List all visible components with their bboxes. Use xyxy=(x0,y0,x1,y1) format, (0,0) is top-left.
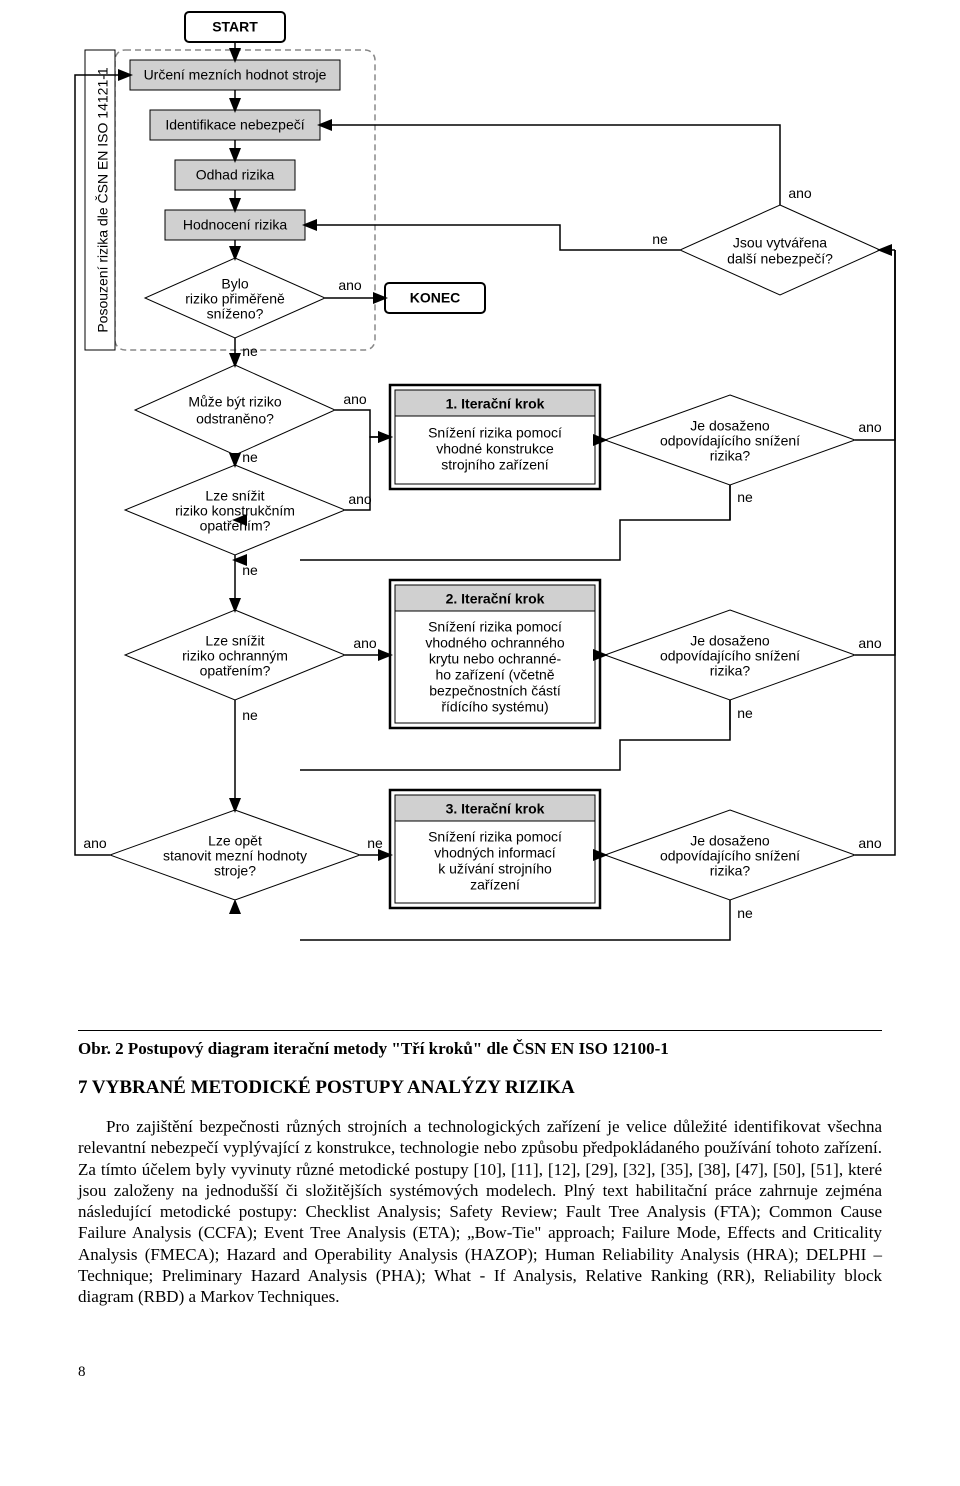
decision-d4: Lze snížit riziko ochranným opatřením? xyxy=(125,610,345,700)
svg-text:řídícího systému): řídícího systému) xyxy=(441,699,548,715)
process-p4: Hodnocení rizika xyxy=(165,210,305,240)
svg-text:Snížení rizika pomocí: Snížení rizika pomocí xyxy=(428,619,562,635)
svg-text:ano: ano xyxy=(353,635,377,651)
svg-text:sníženo?: sníženo? xyxy=(207,306,264,322)
svg-text:ho zařízení (včetně: ho zařízení (včetně xyxy=(435,667,554,683)
svg-text:k užívání strojního: k užívání strojního xyxy=(438,861,552,877)
svg-text:odpovídajícího snížení: odpovídajícího snížení xyxy=(660,848,800,864)
flowchart-diagram: Posouzení rizika dle ČSN EN ISO 14121-1 … xyxy=(0,0,960,1030)
body-paragraph: Pro zajištění bezpečnosti různých strojn… xyxy=(78,1116,882,1307)
process-p2-label: Identifikace nebezpečí xyxy=(165,117,304,133)
process-p3: Odhad rizika xyxy=(175,160,295,190)
svg-text:vhodné konstrukce: vhodné konstrukce xyxy=(436,441,554,457)
svg-text:rizika?: rizika? xyxy=(710,448,751,464)
sidebar-label: Posouzení rizika dle ČSN EN ISO 14121-1 xyxy=(95,67,111,333)
svg-text:Je dosaženo: Je dosaženo xyxy=(690,633,770,649)
decision-d3: Lze snížit riziko konstrukčním opatřením… xyxy=(125,465,345,555)
svg-text:Je dosaženo: Je dosaženo xyxy=(690,418,770,434)
decision-d6-2: Je dosaženo odpovídajícího snížení rizik… xyxy=(605,610,855,700)
svg-text:Lze snížit: Lze snížit xyxy=(205,633,264,649)
svg-text:opatřením?: opatřením? xyxy=(200,518,271,534)
svg-text:Lze opět: Lze opět xyxy=(208,833,262,849)
svg-text:riziko konstrukčním: riziko konstrukčním xyxy=(175,503,295,519)
svg-text:2. Iterační krok: 2. Iterační krok xyxy=(446,591,545,607)
svg-text:Snížení rizika pomocí: Snížení rizika pomocí xyxy=(428,425,562,441)
svg-text:rizika?: rizika? xyxy=(710,863,751,879)
process-p4-label: Hodnocení rizika xyxy=(183,217,287,233)
svg-text:ano: ano xyxy=(858,419,882,435)
caption-rule xyxy=(78,1030,882,1031)
step-1: 1. Iterační krok Snížení rizika pomocí v… xyxy=(390,385,600,489)
figure-caption: Obr. 2 Postupový diagram iterační metody… xyxy=(78,1039,882,1059)
svg-text:bezpečnostních částí: bezpečnostních částí xyxy=(429,683,561,699)
decision-d7: Jsou vytvářena další nebezpečí? xyxy=(680,205,880,295)
decision-d6-3: Je dosaženo odpovídajícího snížení rizik… xyxy=(605,810,855,900)
step-2: 2. Iterační krok Snížení rizika pomocí v… xyxy=(390,580,600,728)
section-heading: 7 VYBRANÉ METODICKÉ POSTUPY ANALÝZY RIZI… xyxy=(78,1077,882,1099)
svg-text:stanovit mezní hodnoty: stanovit mezní hodnoty xyxy=(163,848,307,864)
process-p2: Identifikace nebezpečí xyxy=(150,110,320,140)
svg-text:rizika?: rizika? xyxy=(710,663,751,679)
svg-text:další nebezpečí?: další nebezpečí? xyxy=(727,251,833,267)
svg-text:ne: ne xyxy=(652,231,668,247)
svg-text:Jsou vytvářena: Jsou vytvářena xyxy=(733,235,827,251)
svg-text:Lze snížit: Lze snížit xyxy=(205,488,264,504)
svg-text:ano: ano xyxy=(83,835,107,851)
svg-text:ne: ne xyxy=(242,707,258,723)
svg-text:odpovídajícího snížení: odpovídajícího snížení xyxy=(660,433,800,449)
svg-text:ne: ne xyxy=(367,835,383,851)
svg-text:ano: ano xyxy=(338,277,362,293)
svg-text:Bylo: Bylo xyxy=(221,276,248,292)
svg-text:ano: ano xyxy=(858,635,882,651)
decision-d2: Může být riziko odstraněno? xyxy=(135,365,335,455)
decision-d6-1: Je dosaženo odpovídajícího snížení rizik… xyxy=(605,395,855,485)
page: Posouzení rizika dle ČSN EN ISO 14121-1 … xyxy=(0,0,960,1401)
svg-text:ano: ano xyxy=(343,391,367,407)
process-p3-label: Odhad rizika xyxy=(196,167,275,183)
svg-text:zařízení: zařízení xyxy=(470,877,520,893)
svg-text:Může být riziko: Může být riziko xyxy=(188,394,282,410)
process-p1: Určení mezních hodnot stroje xyxy=(130,60,340,90)
svg-text:Snížení rizika pomocí: Snížení rizika pomocí xyxy=(428,829,562,845)
svg-text:ne: ne xyxy=(737,489,753,505)
start-label: START xyxy=(212,19,258,35)
svg-text:ne: ne xyxy=(737,705,753,721)
svg-text:opatřením?: opatřením? xyxy=(200,663,271,679)
svg-text:krytu nebo ochranné-: krytu nebo ochranné- xyxy=(429,651,562,667)
svg-text:ne: ne xyxy=(242,343,258,359)
process-p1-label: Určení mezních hodnot stroje xyxy=(144,67,327,83)
svg-text:strojního zařízení: strojního zařízení xyxy=(441,457,548,473)
svg-text:ne: ne xyxy=(737,905,753,921)
svg-text:vhodných informací: vhodných informací xyxy=(434,845,556,861)
step-3: 3. Iterační krok Snížení rizika pomocí v… xyxy=(390,790,600,908)
svg-text:ne: ne xyxy=(242,562,258,578)
svg-text:riziko ochranným: riziko ochranným xyxy=(182,648,288,664)
end-label: KONEC xyxy=(410,290,461,306)
svg-text:ne: ne xyxy=(242,449,258,465)
page-number: 8 xyxy=(0,1324,960,1401)
svg-text:3. Iterační krok: 3. Iterační krok xyxy=(446,801,545,817)
decision-d5: Lze opět stanovit mezní hodnoty stroje? xyxy=(110,810,360,900)
svg-text:stroje?: stroje? xyxy=(214,863,256,879)
svg-text:ano: ano xyxy=(858,835,882,851)
svg-text:vhodného ochranného: vhodného ochranného xyxy=(425,635,565,651)
svg-text:1. Iterační krok: 1. Iterační krok xyxy=(446,396,545,412)
svg-text:Je dosaženo: Je dosaženo xyxy=(690,833,770,849)
svg-text:ano: ano xyxy=(788,185,812,201)
svg-text:riziko přiměřeně: riziko přiměřeně xyxy=(185,291,285,307)
svg-text:odstraněno?: odstraněno? xyxy=(196,411,274,427)
svg-text:odpovídajícího snížení: odpovídajícího snížení xyxy=(660,648,800,664)
decision-d1: Bylo riziko přiměřeně sníženo? xyxy=(145,258,325,338)
svg-text:ano: ano xyxy=(348,491,372,507)
